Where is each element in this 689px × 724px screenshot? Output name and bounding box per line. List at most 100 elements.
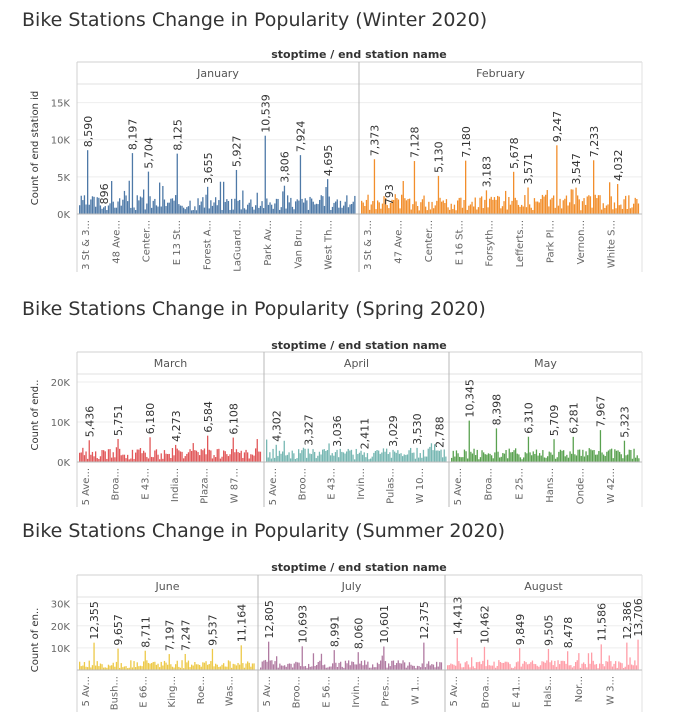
bar xyxy=(123,666,126,670)
bar xyxy=(320,454,322,462)
bar xyxy=(367,661,369,670)
bar xyxy=(101,208,103,214)
bar xyxy=(439,197,441,214)
bar xyxy=(260,667,262,670)
bar xyxy=(226,199,228,214)
bar xyxy=(457,200,459,214)
bar xyxy=(512,668,514,670)
bar xyxy=(636,199,638,214)
bar xyxy=(218,448,220,462)
bar xyxy=(248,202,250,214)
bar xyxy=(211,205,214,214)
bar xyxy=(328,666,331,670)
bar xyxy=(326,450,329,462)
bar xyxy=(459,456,461,462)
bar xyxy=(538,666,540,670)
bar xyxy=(253,209,255,214)
bar xyxy=(493,197,496,214)
bars-march xyxy=(79,435,262,462)
bar xyxy=(561,208,563,214)
bar xyxy=(586,667,588,670)
bar xyxy=(619,662,622,670)
bar xyxy=(632,665,634,670)
data-label: 14,413 xyxy=(451,597,464,636)
bar xyxy=(103,450,105,462)
bar xyxy=(93,456,95,462)
bar xyxy=(459,663,462,670)
bar xyxy=(473,206,475,214)
bar xyxy=(557,660,559,670)
bar xyxy=(587,455,589,462)
bar xyxy=(546,190,548,214)
bar xyxy=(531,660,534,670)
bar xyxy=(633,203,635,214)
bar xyxy=(149,196,151,214)
bar xyxy=(505,190,507,214)
bar xyxy=(181,660,183,670)
bar xyxy=(612,458,614,462)
bar xyxy=(403,454,405,462)
bar xyxy=(410,664,412,670)
bar xyxy=(157,454,159,462)
bar xyxy=(583,198,585,214)
bar xyxy=(147,458,150,462)
bar xyxy=(221,209,223,214)
bar xyxy=(349,450,351,462)
bar xyxy=(250,454,252,462)
bar xyxy=(537,201,539,214)
data-label: 7,247 xyxy=(179,619,192,651)
y-tick-label: 10K xyxy=(51,644,71,655)
bar xyxy=(601,452,603,462)
bar xyxy=(489,453,491,462)
bar xyxy=(578,653,580,670)
bar xyxy=(483,646,486,670)
data-label: 4,302 xyxy=(270,410,283,442)
y-tick-label: 5K xyxy=(57,173,70,184)
bar xyxy=(179,667,182,670)
bar xyxy=(232,209,234,214)
bar xyxy=(191,450,193,462)
bar xyxy=(553,195,555,214)
bar xyxy=(80,195,82,214)
bar xyxy=(218,200,220,214)
bar xyxy=(596,454,598,462)
bar xyxy=(428,661,430,670)
bar xyxy=(477,207,480,214)
bar xyxy=(465,160,467,214)
bar xyxy=(176,448,178,462)
bar xyxy=(518,454,520,462)
bar xyxy=(573,666,575,670)
bar xyxy=(493,661,495,670)
bar xyxy=(602,203,604,214)
bar xyxy=(352,201,354,214)
bar xyxy=(584,664,586,670)
bar xyxy=(389,452,391,462)
bar xyxy=(195,664,198,670)
bar xyxy=(202,450,204,462)
bar xyxy=(564,198,566,214)
bar xyxy=(550,452,552,462)
bar xyxy=(250,666,252,670)
bar xyxy=(114,207,116,214)
data-label: 13,706 xyxy=(632,598,645,637)
x-tick-label: Vernon... xyxy=(576,220,587,264)
bar xyxy=(615,450,618,462)
bar xyxy=(400,453,402,462)
bar xyxy=(341,666,343,670)
bar xyxy=(261,661,263,670)
bar xyxy=(501,662,503,670)
bar xyxy=(491,665,494,670)
bar xyxy=(235,449,238,462)
bar xyxy=(455,665,457,670)
x-tick-label: W 1... xyxy=(410,676,421,705)
bar xyxy=(485,666,487,670)
bar xyxy=(295,201,297,214)
bar xyxy=(333,650,335,670)
bar xyxy=(82,200,84,214)
bar xyxy=(311,198,313,214)
bar xyxy=(526,453,528,462)
bar xyxy=(285,666,287,670)
bar xyxy=(120,205,122,214)
bar xyxy=(495,667,497,670)
bar xyxy=(104,451,106,462)
